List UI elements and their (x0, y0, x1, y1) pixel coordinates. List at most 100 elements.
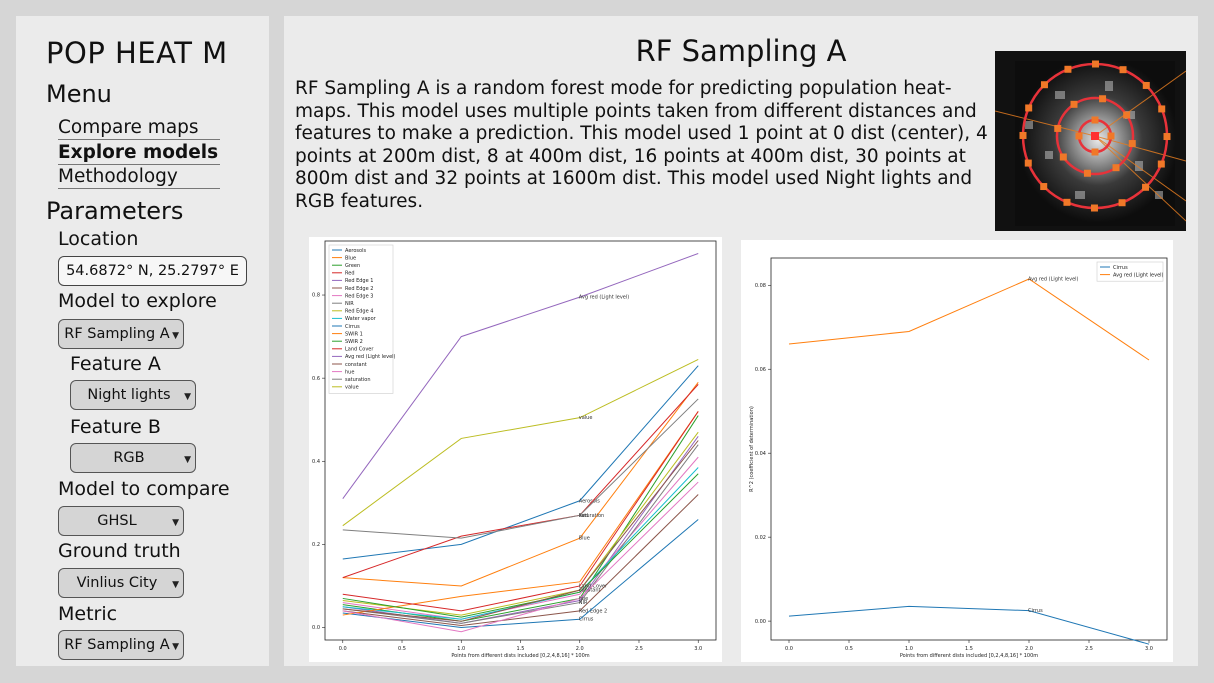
sampling-point (1070, 100, 1078, 108)
feature-r2-chart: 0.0 0.5 1.0 1.5 2.0 2.5 3.0 0.0 0.2 0.4 0.6 0.8 Poin… (309, 237, 722, 662)
y-tick-label: 0.2 (312, 542, 320, 548)
sampling-point (1158, 105, 1166, 113)
data-label: saturation (579, 513, 605, 519)
legend-entry: saturation (345, 377, 371, 383)
sampling-point (1142, 183, 1150, 191)
data-label: constant (579, 588, 601, 594)
series-line (342, 411, 699, 612)
sampling-point (1040, 183, 1048, 191)
legend-entry: value (345, 385, 359, 391)
sidebar: POP HEAT M Menu Compare maps Explore mod… (16, 16, 269, 666)
model-description: RF Sampling A is a random forest mode fo… (295, 78, 988, 212)
sampling-point (1064, 65, 1072, 73)
legend-entry: Avg red (Light level) (1113, 272, 1164, 278)
legend-entry: Red Edge 3 (345, 293, 373, 299)
y-tick-label: 0.04 (755, 451, 766, 457)
series-line (342, 481, 699, 633)
feature-b-dropdown[interactable]: RGB ▼ (70, 443, 196, 473)
sampling-point (1157, 160, 1165, 168)
x-tick-label: 1.0 (457, 646, 465, 652)
x-tick-label: 1.5 (965, 646, 973, 652)
feature-b-value: RGB (113, 450, 145, 466)
location-input[interactable]: 54.6872° N, 25.2797° E (58, 256, 247, 286)
sampling-point (1091, 116, 1099, 124)
feature-a-dropdown[interactable]: Night lights ▼ (70, 380, 196, 410)
series-line (342, 398, 699, 539)
x-tick-label: 1.0 (905, 646, 913, 652)
legend-entry: Red Edge 4 (345, 309, 373, 315)
data-label: NIR (579, 600, 588, 606)
sampling-point (1090, 204, 1098, 212)
legend-entry: Cirrus (345, 324, 360, 330)
x-tick-label: 2.5 (1085, 646, 1093, 652)
series-line (342, 436, 699, 624)
nav-compare-maps[interactable]: Compare maps (58, 116, 220, 140)
model-compare-dropdown[interactable]: GHSL ▼ (58, 506, 184, 536)
series-line (342, 252, 699, 499)
model-explore-label: Model to explore (58, 290, 217, 312)
metric-dropdown[interactable]: RF Sampling A ▼ (58, 630, 184, 660)
legend-entry: SWIR 2 (345, 339, 363, 345)
location-label: Location (58, 228, 139, 250)
sampling-point (1063, 198, 1071, 206)
legend-entry: Red Edge 2 (345, 286, 373, 292)
legend-entry: hue (345, 369, 354, 375)
sampling-point (1123, 111, 1131, 119)
x-tick-label: 0.5 (398, 646, 406, 652)
dropdown-arrow-icon: ▼ (172, 642, 179, 652)
y-tick-label: 0.06 (755, 367, 766, 373)
sampling-point (1059, 153, 1067, 161)
series-line (788, 605, 1150, 645)
series-line (342, 444, 699, 624)
sampling-point (1099, 95, 1107, 103)
legend-entry: Avg red (Light level) (345, 354, 396, 360)
menu-heading: Menu (46, 80, 112, 108)
data-label: Avg red (Light level) (1028, 276, 1079, 282)
feature-a-label: Feature A (70, 353, 161, 375)
sampling-point (1019, 131, 1027, 139)
legend (328, 244, 394, 394)
data-label: value (579, 415, 593, 421)
y-tick-label: 0.0 (312, 625, 320, 631)
feature-a-value: Night lights (87, 387, 171, 403)
x-tick-label: 2.5 (635, 646, 643, 652)
series-line (342, 440, 699, 622)
data-label: Blue (579, 536, 590, 542)
ground-truth-value: Vinlius City (76, 575, 158, 591)
sampling-pattern-image (995, 51, 1186, 231)
series-line (342, 456, 699, 620)
dropdown-arrow-icon: ▼ (172, 580, 179, 590)
sampling-point (1092, 60, 1100, 68)
legend-entry: Cirrus (1113, 265, 1128, 271)
ground-truth-dropdown[interactable]: Vinlius City ▼ (58, 568, 184, 598)
legend-entry: Water vapor (345, 316, 377, 322)
series-line (342, 382, 699, 587)
series-line (342, 411, 699, 616)
sampling-point (1119, 66, 1127, 74)
x-axis-label: Points from different dists included [0,… (900, 653, 1038, 659)
legend-entry: Red Edge 1 (345, 278, 373, 284)
legend-entry: NIR (345, 301, 354, 307)
metric-label: Metric (58, 603, 118, 625)
nav-methodology[interactable]: Methodology (58, 165, 220, 189)
metric-value: RF Sampling A (64, 637, 170, 653)
series-line (342, 359, 699, 527)
nav-explore-models[interactable]: Explore models (58, 142, 220, 165)
sampling-point (1083, 169, 1091, 177)
legend (1096, 261, 1164, 282)
x-tick-label: 2.0 (1025, 646, 1033, 652)
data-label: Red (579, 513, 589, 519)
series-line (342, 519, 699, 629)
sampling-point (1112, 164, 1120, 172)
y-tick-label: 0.8 (312, 293, 320, 299)
x-tick-label: 1.5 (517, 646, 525, 652)
sampling-point (1024, 159, 1032, 167)
series-line (342, 365, 699, 560)
x-tick-label: 3.0 (1145, 646, 1153, 652)
feature-b-label: Feature B (70, 416, 161, 438)
model-compare-value: GHSL (97, 513, 137, 529)
x-tick-label: 0.0 (339, 646, 347, 652)
data-label: Avg red (Light level) (579, 295, 630, 301)
dropdown-arrow-icon: ▼ (184, 392, 191, 402)
model-explore-dropdown[interactable]: RF Sampling A ▼ (58, 319, 184, 349)
